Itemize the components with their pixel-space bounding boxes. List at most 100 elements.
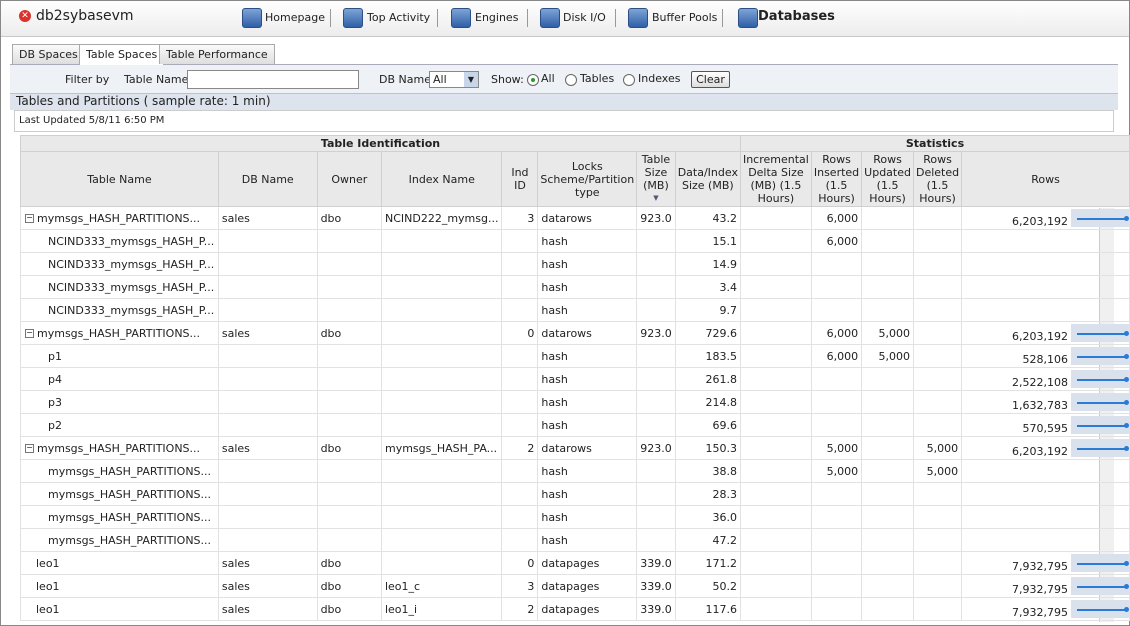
nav-link[interactable]: Buffer Pools xyxy=(652,11,718,24)
expand-toggle[interactable]: − xyxy=(25,328,34,338)
table-cell xyxy=(636,229,676,253)
table-cell xyxy=(861,275,914,299)
column-header[interactable]: Ind ID xyxy=(501,151,539,207)
cell-text: mymsgs_HASH_PARTITIONS... xyxy=(48,487,212,501)
cell-text: 3.4 xyxy=(719,280,737,294)
sparkline xyxy=(1071,600,1129,618)
nav-icon[interactable] xyxy=(343,8,363,28)
cell-text: p2 xyxy=(48,418,62,432)
nav-icon[interactable] xyxy=(242,8,262,28)
table-row[interactable]: mymsgs_HASH_PARTITIONS... hash 38.8 5,000 5,… xyxy=(20,459,1130,483)
cell-text: mymsgs_HASH_PA... xyxy=(384,441,498,455)
nav-link[interactable]: Databases xyxy=(758,9,835,24)
column-header[interactable]: Table Size (MB) ▼ xyxy=(636,151,676,207)
table-cell xyxy=(316,229,382,253)
cell-text: 38.8 xyxy=(712,464,737,478)
column-header[interactable]: Locks Scheme/Partition type xyxy=(537,151,638,207)
table-cell: leo1 xyxy=(20,597,219,621)
table-cell xyxy=(316,367,382,391)
table-row[interactable]: NCIND333_mymsgs_HASH_P... hash 3.4 xyxy=(20,275,1130,299)
table-row[interactable]: leo1 sales dbo leo1_i 2 datapages 339.0 117.6 7,… xyxy=(20,597,1130,621)
column-header-text: DB Name xyxy=(241,172,294,186)
table-cell xyxy=(912,551,963,575)
column-header[interactable]: Rows Deleted (1.5 Hours) xyxy=(912,151,963,207)
table-cell xyxy=(861,551,914,575)
sparkline xyxy=(1071,209,1129,227)
table-cell xyxy=(961,275,1130,299)
table-row[interactable]: − mymsgs_HASH_PARTITIONS... sales dbo NCIND2… xyxy=(20,206,1130,230)
table-row[interactable]: NCIND333_mymsgs_HASH_P... hash 14.9 xyxy=(20,252,1130,276)
table-row[interactable]: p3 hash 214.8 1,632,783 xyxy=(20,390,1130,414)
table-cell xyxy=(217,505,318,529)
table-name-input[interactable] xyxy=(187,70,359,89)
table-row[interactable]: − mymsgs_HASH_PARTITIONS... sales dbo 0 datar… xyxy=(20,321,1130,345)
cell-text: 6,203,192 xyxy=(1012,445,1068,458)
tab[interactable]: DB Spaces xyxy=(12,44,85,64)
table-cell: hash xyxy=(537,298,638,322)
table-row[interactable]: leo1 sales dbo leo1_c 3 datapages 339.0 50.2 7,9… xyxy=(20,574,1130,598)
column-header[interactable]: Incremental Delta Size (MB) (1.5 Hours) xyxy=(739,151,812,207)
cell-text: datapages xyxy=(541,579,600,593)
nav-link[interactable]: Homepage xyxy=(265,11,325,24)
table-cell xyxy=(912,344,963,368)
table-cell: 69.6 xyxy=(674,413,741,437)
column-header[interactable]: Rows xyxy=(961,151,1130,207)
table-cell: p2 xyxy=(20,413,219,437)
sparkline-line xyxy=(1077,356,1127,358)
nav-link[interactable]: Top Activity xyxy=(367,11,431,24)
clear-button[interactable]: Clear xyxy=(691,71,730,88)
table-row[interactable]: NCIND333_mymsgs_HASH_P... hash 15.1 6,000 xyxy=(20,229,1130,253)
cell-text: 28.3 xyxy=(712,487,737,501)
table-row[interactable]: leo1 sales dbo 0 datapages 339.0 171.2 7,932,79… xyxy=(20,551,1130,575)
table-cell xyxy=(380,505,503,529)
table-row[interactable]: mymsgs_HASH_PARTITIONS... hash 47.2 xyxy=(20,528,1130,552)
nav-icon[interactable] xyxy=(540,8,560,28)
table-cell xyxy=(961,482,1130,506)
table-cell: 3 xyxy=(501,206,539,230)
nav-icon[interactable] xyxy=(451,8,471,28)
nav-icon[interactable] xyxy=(738,8,758,28)
nav-icon[interactable] xyxy=(628,8,648,28)
table-cell xyxy=(961,505,1130,529)
table-cell: 0 xyxy=(501,321,539,345)
column-header[interactable]: Index Name xyxy=(380,151,503,207)
cell-text: 6,203,192 xyxy=(1012,215,1068,228)
table-cell xyxy=(861,459,914,483)
cell-text: 5,000 xyxy=(878,349,910,363)
column-header[interactable]: Rows Inserted (1.5 Hours) xyxy=(810,151,863,207)
group-header-row: Table Identification Statistics xyxy=(20,135,1130,152)
table-row[interactable]: mymsgs_HASH_PARTITIONS... hash 36.0 xyxy=(20,505,1130,529)
nav-link[interactable]: Disk I/O xyxy=(563,11,606,24)
radio-button[interactable] xyxy=(565,74,577,86)
table-cell: hash xyxy=(537,390,638,414)
radio-button[interactable] xyxy=(527,74,539,86)
table-cell xyxy=(739,298,812,322)
table-row[interactable]: p1 hash 183.5 6,000 5,000 528,106 xyxy=(20,344,1130,368)
table-cell: datarows xyxy=(537,436,638,460)
nav-link[interactable]: Engines xyxy=(475,11,519,24)
table-cell xyxy=(810,482,863,506)
table-cell xyxy=(912,298,963,322)
table-cell xyxy=(316,482,382,506)
radio-button[interactable] xyxy=(623,74,635,86)
tab[interactable]: Table Performance xyxy=(159,44,275,64)
db-name-select[interactable]: All ▼ xyxy=(429,71,479,88)
table-row[interactable]: p4 hash 261.8 2,522,108 xyxy=(20,367,1130,391)
column-header[interactable]: Owner xyxy=(316,151,382,207)
table-cell xyxy=(636,298,676,322)
column-header-text: Locks Scheme/Partition type xyxy=(540,159,635,199)
table-row[interactable]: NCIND333_mymsgs_HASH_P... hash 9.7 xyxy=(20,298,1130,322)
table-cell: 923.0 xyxy=(636,436,676,460)
table-row[interactable]: p2 hash 69.6 570,595 xyxy=(20,413,1130,437)
tables-grid: Table Identification Statistics Table Name… xyxy=(20,135,1130,621)
table-row[interactable]: − mymsgs_HASH_PARTITIONS... sales dbo mymsgs… xyxy=(20,436,1130,460)
table-cell xyxy=(316,390,382,414)
column-header[interactable]: Data/Index Size (MB) xyxy=(674,151,741,207)
column-header[interactable]: Rows Updated (1.5 Hours) xyxy=(861,151,914,207)
expand-toggle[interactable]: − xyxy=(25,213,34,223)
column-header[interactable]: Table Name xyxy=(20,151,219,207)
table-row[interactable]: mymsgs_HASH_PARTITIONS... hash 28.3 xyxy=(20,482,1130,506)
tab[interactable]: Table Spaces xyxy=(79,44,165,65)
expand-toggle[interactable]: − xyxy=(25,443,34,453)
column-header[interactable]: DB Name xyxy=(217,151,318,207)
